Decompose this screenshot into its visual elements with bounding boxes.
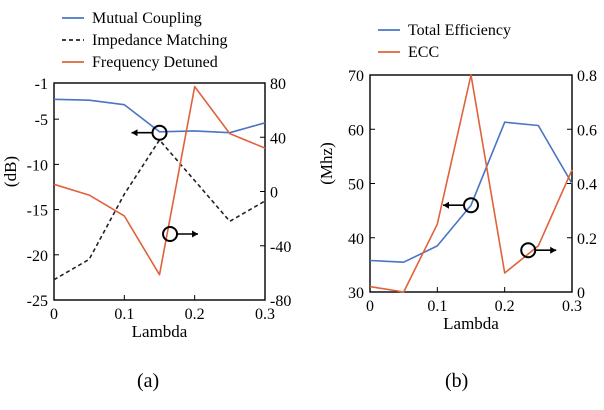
- x-tick-label: 0.2: [495, 298, 515, 315]
- y-right-tick-label: 0: [577, 285, 585, 302]
- annotation-arrowhead: [550, 246, 557, 254]
- x-tick-label: 0.3: [562, 298, 582, 315]
- y-left-tick-label: 60: [348, 122, 364, 139]
- legend-label: Impedance Matching: [92, 32, 228, 49]
- annotation-arrowhead: [443, 201, 449, 209]
- y-left-tick-label: -20: [27, 248, 48, 265]
- legend-label: ECC: [408, 44, 439, 61]
- plot-frame: [53, 82, 266, 301]
- annotation-circle: [162, 225, 179, 242]
- annotation-circle: [151, 124, 168, 141]
- series-line-frequency-detuned: [53, 85, 266, 276]
- y-left-tick-label: -15: [27, 203, 48, 220]
- x-tick-label: 0: [50, 306, 58, 323]
- y-left-tick-label: 30: [348, 285, 364, 302]
- x-tick-label: 0.3: [255, 306, 275, 323]
- x-tick-label: 0: [366, 298, 374, 315]
- annotation-arrowhead: [131, 129, 138, 137]
- y-right-tick-label: 0.8: [577, 68, 597, 85]
- y-right-tick-label: 0: [270, 185, 278, 202]
- y-left-tick-label: -10: [27, 157, 48, 174]
- y-axis-label: (dB): [1, 156, 20, 187]
- series-line-mutual-coupling: [53, 98, 266, 134]
- y-axis-label: (Mhz): [317, 142, 336, 184]
- chart-panel-a: 0 0.1 0.2 0.3 -1 -5 -10 -15 -20 -25 80 40 0 -40 -80 Lam…: [1, 10, 291, 341]
- caption-b: (b): [445, 370, 469, 392]
- y-left-tick-label: -5: [35, 112, 48, 129]
- y-left-tick-label: 70: [348, 68, 364, 85]
- y-left-tick-label: -25: [27, 293, 48, 310]
- x-tick-label: 0.1: [114, 306, 134, 323]
- legend-label: Mutual Coupling: [92, 10, 202, 27]
- y-right-tick-label: 40: [270, 130, 286, 147]
- y-right-tick-label: 0.4: [577, 177, 597, 194]
- series-line-ecc: [369, 74, 573, 293]
- y-left-tick-label: -1: [35, 76, 48, 93]
- y-right-tick-label: 0.2: [577, 231, 597, 248]
- y-left-tick-label: 40: [348, 231, 364, 248]
- x-tick-label: 0.1: [427, 298, 447, 315]
- y-right-tick-label: -40: [270, 239, 291, 256]
- y-right-tick-label: 0.6: [577, 122, 597, 139]
- annotation-arrowhead: [192, 230, 199, 238]
- plot-frame: [369, 74, 573, 293]
- x-axis-label: Lambda: [443, 314, 499, 333]
- y-right-tick-label: -80: [270, 293, 291, 310]
- legend-label: Total Efficiency: [408, 22, 511, 39]
- x-tick-label: 0.2: [185, 306, 205, 323]
- legend-label: Frequency Detuned: [92, 54, 218, 71]
- series-line-total-efficiency: [369, 121, 573, 264]
- caption-a: (a): [137, 370, 160, 392]
- x-axis-label: Lambda: [132, 322, 188, 341]
- chart-panel-b: 0 0.1 0.2 0.3 70 60 50 40 30 0.8 0.6 0.4 0.2 0 Lambda (…: [317, 22, 597, 333]
- series-line-impedance-matching: [53, 139, 266, 281]
- y-left-tick-label: 50: [348, 177, 364, 194]
- y-right-tick-label: 80: [270, 76, 286, 93]
